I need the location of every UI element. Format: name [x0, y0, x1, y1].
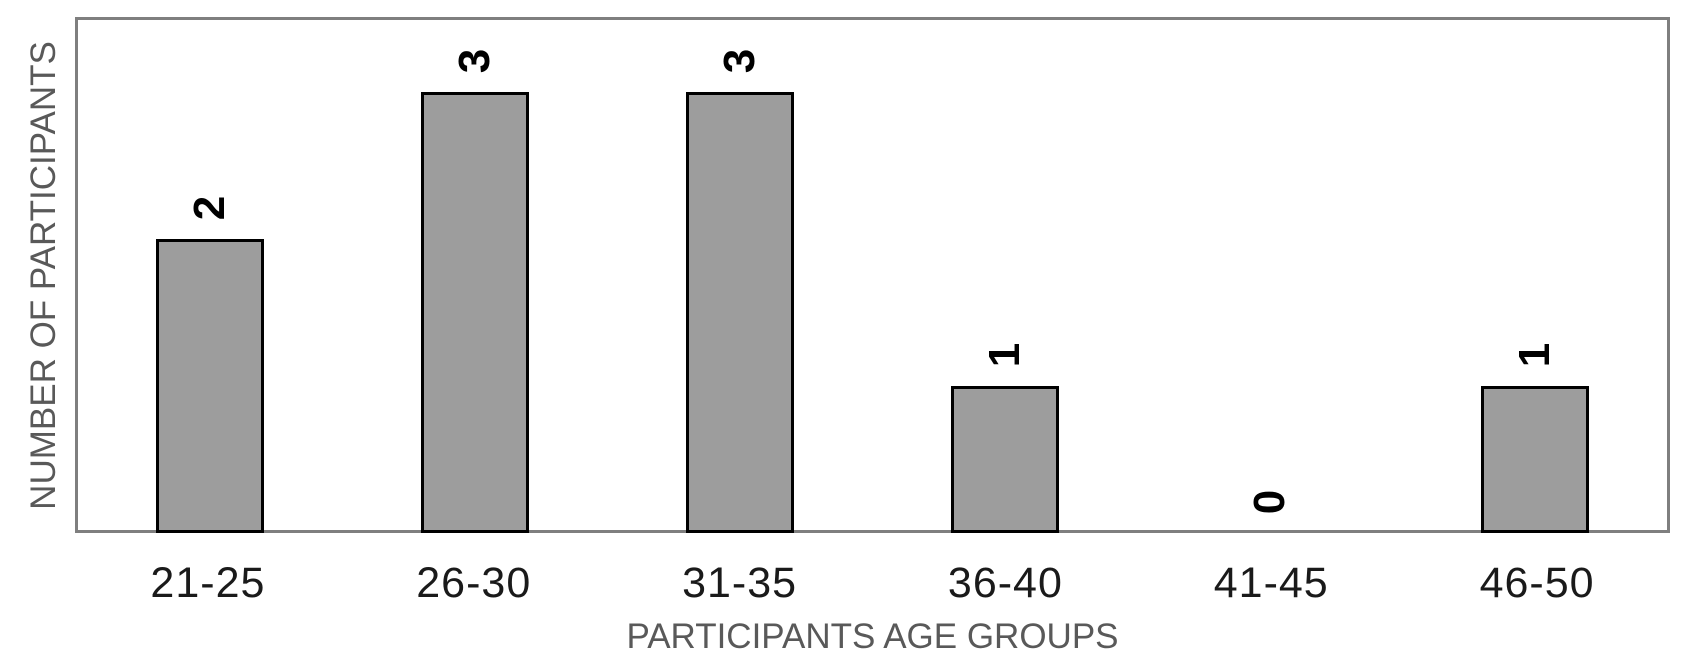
x-tick-label: 21-25: [150, 559, 266, 607]
bar-slot: 1: [1402, 20, 1667, 533]
bar-slot: 1: [872, 20, 1137, 533]
plot-area: 2 3 3 1 0 1: [75, 17, 1670, 533]
bar-slot: 2: [78, 20, 343, 533]
bar-value-label: 1: [1509, 342, 1559, 368]
bar-value-label: 1: [979, 342, 1029, 368]
bar: [421, 92, 530, 533]
bar: [686, 92, 795, 533]
y-axis-title-box: NUMBER OF PARTICIPANTS: [12, 17, 74, 533]
bars-row: 2 3 3 1 0 1: [78, 20, 1667, 533]
x-tick-label: 46-50: [1479, 559, 1595, 607]
bar-value-label: 3: [715, 48, 765, 74]
x-axis-tick-labels: 21-25 26-30 31-35 36-40 41-45 46-50: [75, 559, 1670, 607]
bar-slot: 3: [343, 20, 608, 533]
bar-slot: 0: [1137, 20, 1402, 530]
bar-slot: 3: [608, 20, 873, 533]
x-tick-label: 41-45: [1213, 559, 1329, 607]
bar-value-label: 3: [450, 48, 500, 74]
bar: [1480, 386, 1589, 533]
y-axis-title: NUMBER OF PARTICIPANTS: [23, 40, 63, 510]
bar: [156, 239, 265, 533]
x-tick-label: 31-35: [682, 559, 798, 607]
bar-value-label: 0: [1244, 489, 1294, 515]
x-tick-label: 36-40: [947, 559, 1063, 607]
bar: [950, 386, 1059, 533]
x-axis-title: PARTICIPANTS AGE GROUPS: [626, 617, 1119, 656]
x-tick-label: 26-30: [416, 559, 532, 607]
bar-value-label: 2: [185, 195, 235, 221]
